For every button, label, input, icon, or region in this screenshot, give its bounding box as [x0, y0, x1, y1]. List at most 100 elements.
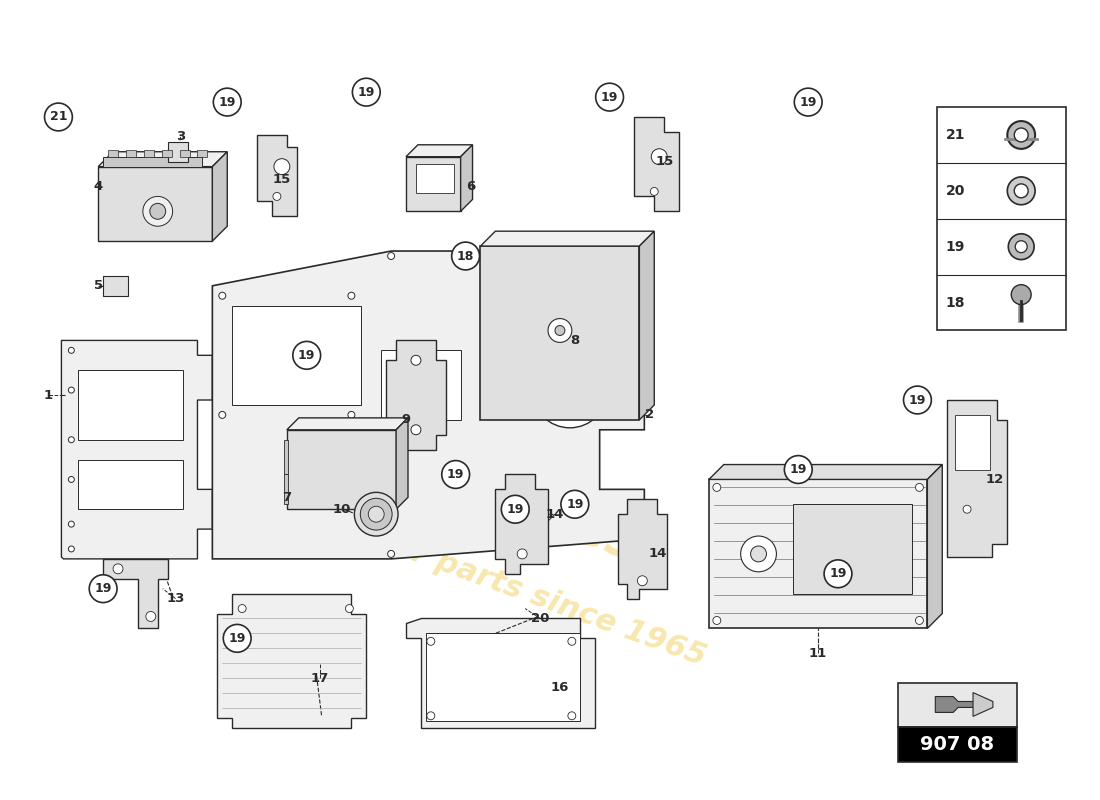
- Bar: [108, 150, 118, 157]
- Text: eurospares: eurospares: [315, 408, 646, 571]
- Polygon shape: [639, 231, 654, 420]
- Text: 3: 3: [176, 130, 185, 143]
- Circle shape: [223, 625, 251, 652]
- Text: 19: 19: [566, 498, 583, 510]
- Polygon shape: [257, 135, 297, 216]
- Bar: [898, 683, 1016, 726]
- Polygon shape: [284, 474, 288, 504]
- Polygon shape: [635, 117, 679, 211]
- Polygon shape: [386, 341, 446, 450]
- Circle shape: [1011, 285, 1031, 305]
- Polygon shape: [927, 465, 943, 629]
- Polygon shape: [974, 693, 993, 716]
- Text: 2: 2: [645, 408, 653, 422]
- Bar: [955, 415, 990, 470]
- Text: 14: 14: [648, 547, 667, 561]
- Circle shape: [354, 492, 398, 536]
- Polygon shape: [218, 594, 366, 728]
- Circle shape: [713, 483, 721, 491]
- Circle shape: [113, 564, 123, 574]
- Polygon shape: [406, 145, 473, 157]
- Polygon shape: [103, 276, 128, 296]
- Circle shape: [637, 576, 647, 586]
- Polygon shape: [98, 166, 212, 241]
- Bar: [232, 306, 361, 405]
- Text: 12: 12: [986, 473, 1004, 486]
- Text: 13: 13: [166, 592, 185, 605]
- Circle shape: [915, 617, 923, 625]
- Polygon shape: [947, 400, 1007, 557]
- Text: 19: 19: [298, 349, 316, 362]
- Text: 19: 19: [946, 240, 965, 254]
- Circle shape: [361, 498, 392, 530]
- Circle shape: [68, 477, 75, 482]
- Circle shape: [146, 611, 156, 622]
- Circle shape: [651, 149, 668, 165]
- Circle shape: [568, 712, 575, 720]
- Bar: [179, 150, 189, 157]
- Circle shape: [556, 326, 565, 335]
- Circle shape: [650, 187, 658, 195]
- Circle shape: [427, 638, 434, 646]
- Text: 19: 19: [95, 582, 112, 595]
- Circle shape: [68, 437, 75, 442]
- Text: 18: 18: [945, 295, 965, 310]
- Text: 16: 16: [551, 682, 569, 694]
- Circle shape: [213, 88, 241, 116]
- Circle shape: [68, 546, 75, 552]
- Circle shape: [274, 158, 289, 174]
- Text: 18: 18: [456, 250, 474, 262]
- Text: 21: 21: [50, 110, 67, 123]
- Polygon shape: [98, 152, 228, 166]
- Circle shape: [1014, 184, 1028, 198]
- Text: 5: 5: [94, 279, 102, 292]
- Circle shape: [636, 541, 642, 547]
- Text: 907 08: 907 08: [920, 735, 994, 754]
- Circle shape: [477, 253, 484, 259]
- Circle shape: [713, 617, 721, 625]
- Polygon shape: [935, 697, 978, 713]
- Circle shape: [964, 506, 971, 514]
- Text: 15: 15: [273, 173, 292, 186]
- Text: 7: 7: [283, 491, 292, 504]
- Circle shape: [348, 411, 355, 418]
- Polygon shape: [708, 479, 927, 629]
- Circle shape: [348, 292, 355, 299]
- Polygon shape: [396, 418, 408, 510]
- Circle shape: [293, 342, 320, 370]
- Circle shape: [68, 387, 75, 393]
- Circle shape: [794, 88, 822, 116]
- Text: 19: 19: [601, 90, 618, 104]
- Circle shape: [387, 253, 395, 259]
- Circle shape: [219, 292, 225, 299]
- Circle shape: [239, 605, 246, 613]
- Polygon shape: [287, 418, 408, 430]
- Circle shape: [368, 506, 384, 522]
- Bar: [78, 459, 183, 510]
- Bar: [162, 150, 172, 157]
- Text: 14: 14: [546, 508, 564, 521]
- Bar: [78, 370, 183, 440]
- Text: 20: 20: [946, 184, 965, 198]
- Polygon shape: [708, 465, 943, 479]
- Text: 8: 8: [570, 334, 580, 347]
- Text: 1: 1: [44, 389, 53, 402]
- Circle shape: [1015, 241, 1027, 253]
- Circle shape: [427, 712, 434, 720]
- Text: 9: 9: [402, 414, 410, 426]
- Polygon shape: [167, 142, 187, 162]
- Circle shape: [903, 386, 932, 414]
- Circle shape: [636, 253, 642, 259]
- Circle shape: [411, 425, 421, 434]
- Circle shape: [596, 83, 624, 111]
- Bar: [416, 164, 453, 194]
- Polygon shape: [287, 430, 396, 510]
- Circle shape: [345, 605, 353, 613]
- Circle shape: [44, 103, 73, 131]
- Text: 15: 15: [656, 155, 673, 168]
- Circle shape: [219, 411, 225, 418]
- Polygon shape: [103, 559, 167, 629]
- Polygon shape: [62, 341, 212, 559]
- Circle shape: [568, 638, 575, 646]
- Text: 19: 19: [829, 567, 847, 580]
